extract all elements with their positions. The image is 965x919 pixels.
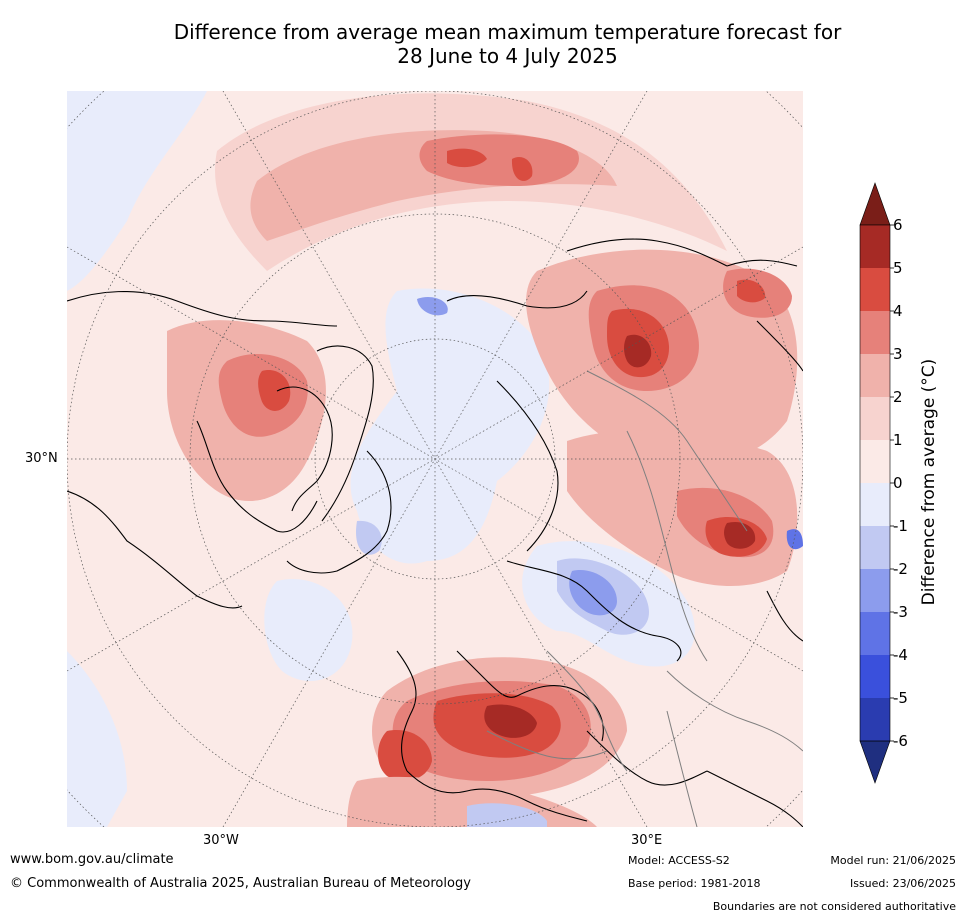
chart-title: Difference from average mean maximum tem… [0, 20, 965, 68]
colorbar-tick-label: 5 [893, 259, 903, 277]
anomaly-region-east-asia-cool [786, 529, 803, 550]
colorbar-legend: 6 5 4 3 2 1 0 -1 -2 -3 -4 -5 -6 Difference from aver… [859, 182, 939, 784]
anomaly-region-north-pacific-warm-4 [447, 148, 533, 181]
colorbar-extend-bottom [859, 740, 891, 784]
anomaly-region-canada-warm-3 [258, 370, 291, 411]
colorbar-swatch [860, 397, 890, 440]
colorbar-swatch [860, 225, 890, 268]
anomaly-region-novaya-zemlya-cool [417, 296, 448, 316]
colorbar-swatch [860, 268, 890, 311]
footer-disclaimer: Boundaries are not considered authoritat… [712, 900, 956, 913]
colorbar-swatch [860, 483, 890, 526]
colorbar-swatch [860, 569, 890, 612]
anomaly-region-pacific-cool [67, 91, 207, 291]
anomaly-region-europe-warm-4 [484, 704, 537, 738]
colorbar-swatch [860, 526, 890, 569]
colorbar-swatch [860, 698, 890, 741]
title-line-2: 28 June to 4 July 2025 [397, 44, 618, 68]
lon-label-30e: 30°E [631, 833, 663, 848]
anomaly-region-north-pacific-warm-3 [419, 134, 579, 186]
anomaly-region-atlantic-cool [264, 579, 353, 681]
colorbar-tick-label: -6 [893, 732, 908, 750]
graticule [67, 91, 803, 827]
anomaly-region-eastern-europe-cool-2 [569, 570, 617, 616]
anomaly-region-left-cool [67, 651, 127, 827]
colorbar-tick-label: 3 [893, 345, 903, 363]
footer-base-period: Base period: 1981-2018 [628, 877, 761, 890]
footer-website[interactable]: www.bom.gov.au/climate [10, 852, 174, 867]
footer-copyright: © Commonwealth of Australia 2025, Austra… [10, 876, 471, 891]
colorbar-swatch [860, 612, 890, 655]
colorbar-extend-top [859, 182, 891, 226]
footer-model-run: Model run: 21/06/2025 [830, 854, 956, 867]
title-line-1: Difference from average mean maximum tem… [173, 20, 842, 44]
anomaly-region-central-asia-warm-4 [724, 521, 756, 549]
colorbar-tick-label: -5 [893, 689, 908, 707]
anomaly-region-iberia-warm [378, 730, 432, 781]
colorbar-swatches [859, 182, 891, 784]
anomaly-region-mediterranean-cool [467, 803, 547, 827]
country-borders [486, 370, 803, 827]
colorbar-tick-label: 0 [893, 474, 903, 492]
colorbar-label: Difference from average (°C) [919, 359, 939, 606]
anomaly-region-arctic-cool [350, 288, 550, 564]
footer-model: Model: ACCESS-S2 [628, 854, 730, 867]
lon-label-30w: 30°W [203, 833, 239, 848]
colorbar-tick-label: -4 [893, 646, 908, 664]
colorbar-tick-label: 1 [893, 431, 903, 449]
colorbar-tick-label: 4 [893, 302, 903, 320]
colorbar-tick-label: 6 [893, 216, 903, 234]
lat-label-30n: 30°N [25, 451, 58, 466]
colorbar-tick-label: -2 [893, 560, 908, 578]
colorbar-swatch [860, 655, 890, 698]
colorbar-swatch [860, 311, 890, 354]
colorbar-swatch [860, 440, 890, 483]
anomaly-region-siberia-warm-4 [624, 334, 652, 368]
colorbar-tick-labels: 6 5 4 3 2 1 0 -1 -2 -3 -4 -5 -6 [890, 216, 908, 750]
colorbar-swatch [860, 354, 890, 397]
anomaly-region-east-siberia-warm-2 [737, 279, 766, 303]
footer-issued: Issued: 23/06/2025 [849, 877, 956, 890]
temperature-anomaly-map [67, 91, 803, 827]
colorbar-tick-label: 2 [893, 388, 903, 406]
colorbar-tick-label: -3 [893, 603, 908, 621]
colorbar-tick-label: -1 [893, 517, 908, 535]
coastlines [67, 238, 803, 827]
